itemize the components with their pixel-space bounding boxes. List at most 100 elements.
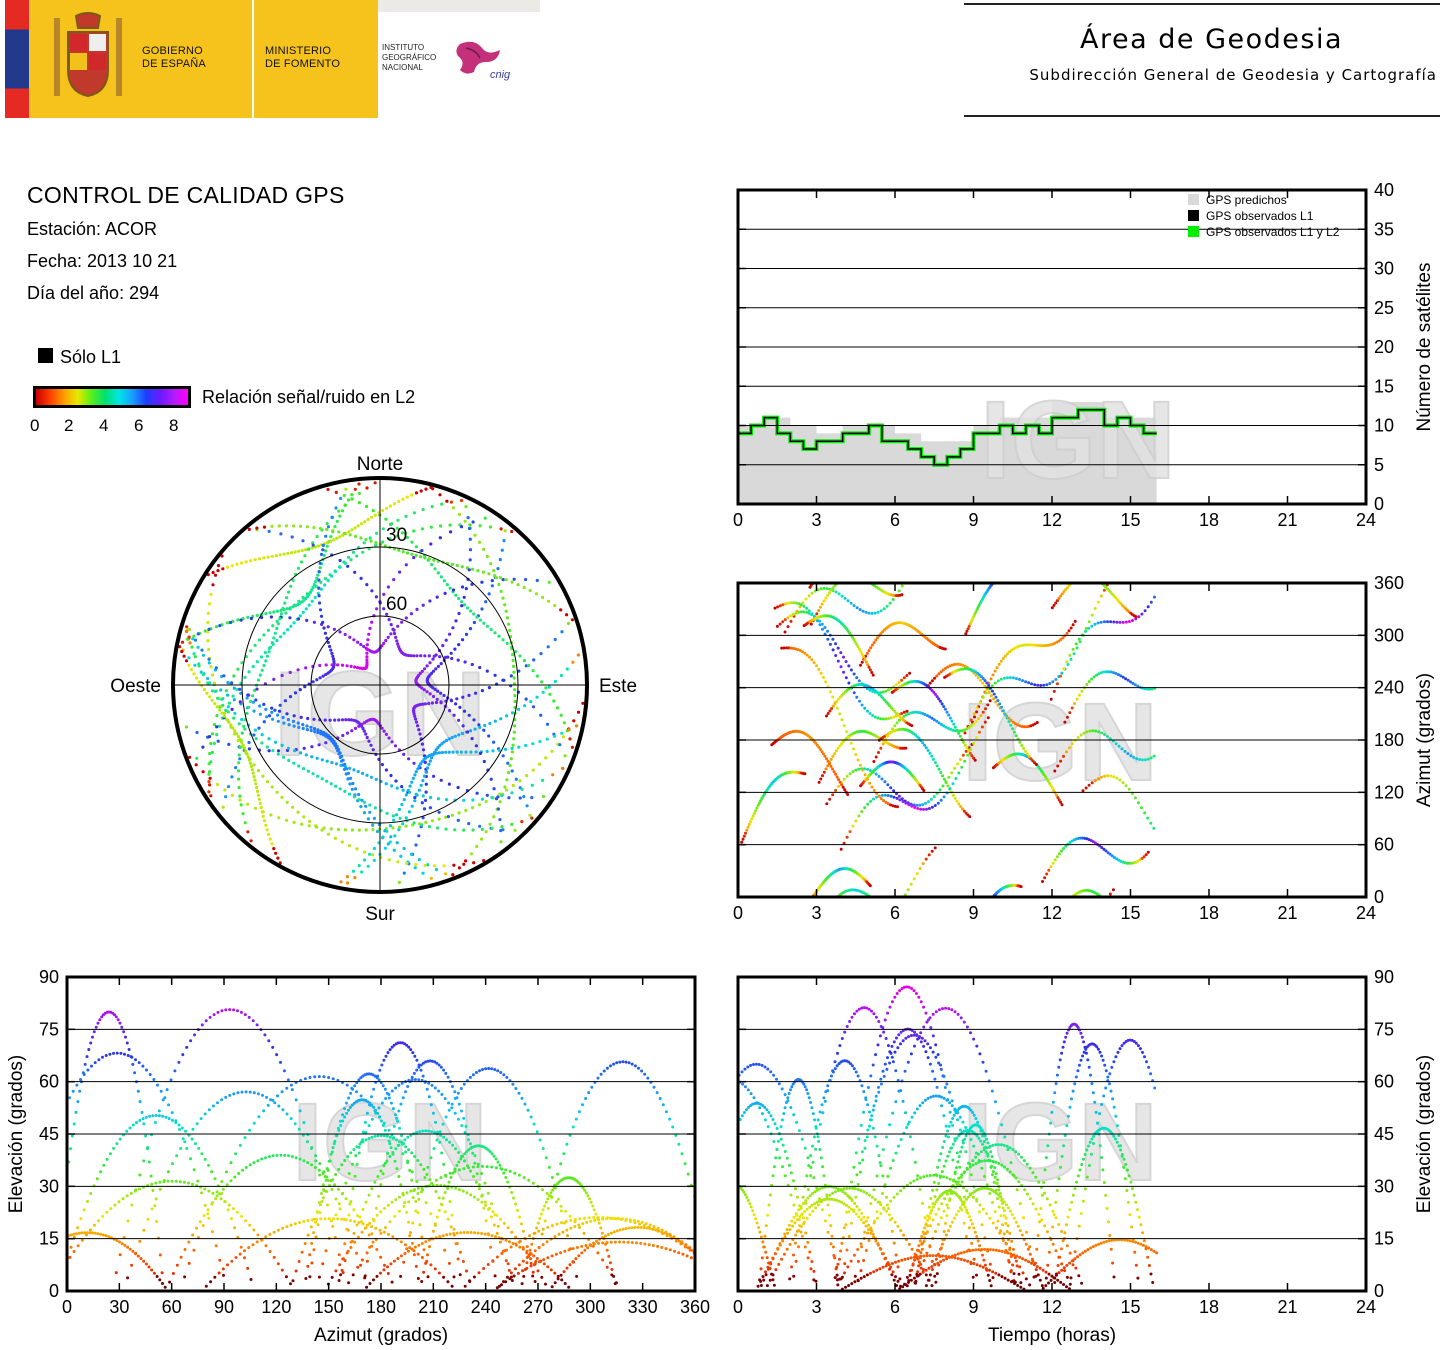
elevation-track-point	[154, 1182, 157, 1185]
azimuth-track-point	[878, 775, 881, 778]
sky-track-point	[317, 544, 320, 547]
sky-track-point	[230, 775, 233, 778]
azimuth-track-point	[966, 754, 969, 757]
sky-track-point	[552, 699, 555, 702]
elevation-track-point	[424, 1262, 427, 1265]
elevation-track-point	[628, 1061, 631, 1064]
elevation-track-point	[581, 1222, 584, 1225]
sky-track-point	[490, 778, 493, 781]
sky-track-point	[506, 762, 509, 765]
elevation-track-point	[220, 1180, 223, 1183]
elevation-track-point	[556, 1223, 559, 1226]
azimuth-track-point	[861, 653, 864, 656]
sky-track-point	[343, 790, 346, 793]
elevation-track-point	[478, 1069, 481, 1072]
elevation-track-point	[73, 1250, 76, 1253]
sky-track-point	[363, 520, 366, 523]
sky-track-point	[227, 705, 230, 708]
azimuth-track-point	[1036, 684, 1039, 687]
sky-track-point	[368, 853, 371, 856]
sky-track-point	[374, 481, 377, 484]
azimuth-track-point	[974, 759, 977, 762]
elevation-track-point	[398, 1210, 401, 1213]
elevation-track-point	[615, 1061, 618, 1064]
elevation-track-point	[375, 1207, 378, 1210]
sky-track-point	[421, 801, 424, 804]
sky-track-point	[279, 635, 282, 638]
y-tick-label: 90	[39, 967, 59, 987]
azimuth-track-point	[857, 768, 860, 771]
sky-track-point	[541, 779, 544, 782]
azimuth-track-point	[1013, 731, 1016, 734]
sky-track-point	[496, 567, 499, 570]
elevation-track-point	[465, 1191, 468, 1194]
elevation-track-point	[68, 1096, 71, 1099]
sky-track-point	[364, 538, 367, 541]
elevation-track-point	[98, 1018, 101, 1021]
sky-track-point	[441, 751, 444, 754]
elevation-track-point	[477, 1232, 480, 1235]
elevation-track-point	[380, 1120, 383, 1123]
elevation-track-point	[189, 1039, 192, 1042]
azimuth-track-point	[1100, 621, 1103, 624]
elevation-track-point	[521, 1097, 524, 1100]
sky-track-point	[280, 612, 283, 615]
elevation-track-point	[413, 1072, 416, 1075]
elevation-track-point	[376, 1275, 379, 1278]
sky-track-point	[405, 616, 408, 619]
elevation-track-point	[446, 1280, 449, 1283]
azimuth-track-point	[896, 797, 899, 800]
elevation-track-point	[443, 1249, 446, 1252]
elevation-track-point	[345, 1197, 348, 1200]
elevation-track-point	[639, 1226, 642, 1229]
sky-track-point	[439, 524, 442, 527]
elevation-track-point	[544, 1220, 547, 1223]
sky-track-point	[512, 744, 515, 747]
sky-track-point	[571, 746, 574, 749]
azimuth-track-point	[781, 620, 784, 623]
azimuth-track-point	[984, 721, 987, 724]
sky-track-point	[540, 680, 543, 683]
sky-track-point	[308, 820, 311, 823]
sky-track-point	[431, 658, 434, 661]
elevation-time-point	[877, 1091, 880, 1094]
sky-track-point	[208, 661, 211, 664]
azimuth-track-point	[1106, 620, 1109, 623]
elevation-track-point	[459, 1251, 462, 1254]
sky-track-point	[426, 664, 429, 667]
sky-track-point	[293, 749, 296, 752]
sky-track-point	[482, 622, 485, 625]
station-label: Estación: ACOR	[27, 219, 157, 240]
azimuth-track-point	[1021, 679, 1024, 682]
elevation-track-point	[428, 1095, 431, 1098]
elevation-track-point	[236, 1009, 239, 1012]
sky-track-point	[430, 756, 433, 759]
elevation-track-point	[412, 1196, 415, 1199]
elevation-track-point	[453, 1090, 456, 1093]
elevation-track-point	[417, 1078, 420, 1081]
sky-track-point	[330, 782, 333, 785]
sky-track-point	[252, 710, 255, 713]
sky-track-point	[410, 541, 413, 544]
elevation-track-point	[601, 1241, 604, 1244]
azimuth-track-point	[939, 700, 942, 703]
elevation-track-point	[196, 1180, 199, 1183]
azimuth-track-point	[811, 612, 814, 615]
azimuth-track-point	[858, 700, 861, 703]
cnig-text: cnig	[490, 69, 511, 81]
azimuth-track-point	[1093, 675, 1096, 678]
sky-track-point	[366, 736, 369, 739]
elevation-track-point	[638, 1223, 641, 1226]
elevation-track-point	[539, 1260, 542, 1263]
sky-track-point	[245, 560, 248, 563]
azimuth-track-point	[934, 804, 937, 807]
azimuth-track-point	[1060, 850, 1063, 853]
sky-track-point	[461, 732, 464, 735]
x-tick-label: 150	[314, 1297, 344, 1317]
sky-track-point	[476, 569, 479, 572]
azimuth-track-point	[868, 782, 871, 785]
sky-track-point	[486, 794, 489, 797]
sky-track-point	[214, 574, 217, 577]
sky-track-point	[501, 638, 504, 641]
sky-track-point	[347, 772, 350, 775]
